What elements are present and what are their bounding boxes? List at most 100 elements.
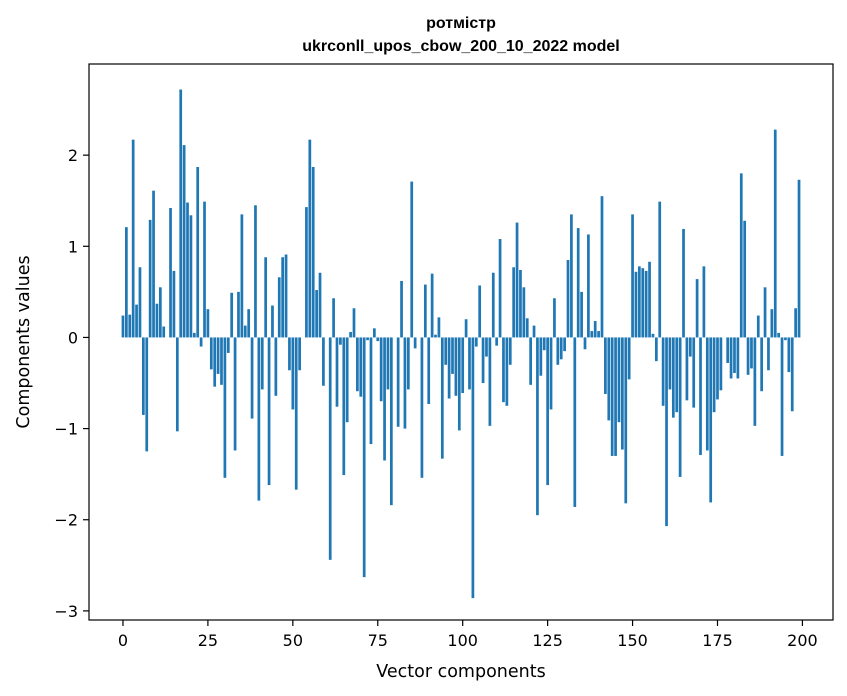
bar-74 [373, 328, 376, 338]
bar-193 [777, 332, 781, 338]
bar-18 [182, 145, 186, 338]
bar-70 [359, 337, 363, 397]
bar-133 [573, 337, 577, 507]
y-tick-label: −1 [54, 420, 78, 439]
bar-189 [763, 287, 767, 338]
bar-149 [627, 337, 631, 380]
bar-92 [434, 334, 437, 338]
bar-62 [332, 298, 335, 338]
bar-159 [661, 337, 665, 406]
bar-59 [322, 337, 325, 386]
bar-107 [485, 337, 488, 357]
bar-69 [356, 337, 359, 392]
bar-183 [743, 220, 747, 338]
bar-0 [121, 315, 125, 338]
bar-29 [220, 337, 223, 385]
bar-51 [294, 337, 298, 490]
bar-170 [699, 337, 702, 456]
bar-198 [794, 308, 797, 338]
bar-90 [427, 337, 431, 404]
y-tick-label: 1 [68, 237, 78, 256]
bar-143 [607, 337, 611, 421]
bar-178 [726, 337, 730, 363]
bar-11 [158, 287, 162, 338]
bar-162 [671, 337, 675, 418]
bar-103 [471, 337, 475, 599]
bar-186 [753, 337, 757, 426]
bar-83 [403, 337, 407, 429]
bar-146 [617, 337, 621, 423]
bar-47 [281, 257, 285, 338]
bar-36 [243, 325, 247, 338]
bar-32 [230, 292, 234, 338]
x-tick-label: 75 [368, 631, 388, 650]
bar-27 [213, 337, 217, 387]
bar-117 [519, 269, 522, 338]
bar-150 [631, 214, 634, 338]
bar-76 [379, 337, 383, 402]
bar-174 [712, 337, 716, 413]
bar-34 [237, 291, 240, 338]
x-tick-label: 150 [617, 631, 648, 650]
bar-119 [525, 318, 529, 338]
bar-147 [621, 337, 624, 450]
bar-176 [719, 337, 723, 391]
bar-182 [739, 173, 743, 338]
bar-68 [352, 308, 356, 338]
bar-2 [128, 314, 132, 338]
bar-165 [682, 228, 685, 338]
bar-116 [515, 222, 519, 338]
bar-126 [549, 337, 553, 410]
bar-132 [570, 214, 573, 338]
bar-195 [784, 337, 787, 341]
bar-95 [444, 337, 448, 365]
bar-33 [233, 337, 237, 451]
bar-171 [702, 266, 706, 338]
bar-35 [240, 214, 244, 338]
bar-4 [135, 304, 138, 338]
bar-72 [366, 337, 369, 341]
bar-137 [587, 234, 590, 338]
bar-37 [247, 309, 251, 338]
bar-66 [345, 337, 349, 423]
bar-23 [199, 337, 203, 347]
x-axis-label: Vector components [376, 662, 545, 682]
bar-153 [641, 268, 645, 338]
bar-14 [169, 208, 172, 338]
bar-128 [556, 337, 560, 365]
bar-55 [308, 139, 312, 338]
bar-148 [624, 337, 628, 504]
y-axis-ticks: −3 −2 −1 0 1 2 [54, 146, 89, 621]
bar-89 [423, 284, 427, 338]
bar-168 [692, 337, 696, 408]
bar-41 [260, 337, 264, 390]
bar-158 [658, 201, 662, 338]
bar-120 [529, 337, 533, 385]
bar-141 [600, 196, 604, 338]
bar-167 [688, 337, 692, 357]
bar-134 [576, 228, 580, 338]
bar-110 [495, 337, 499, 346]
bar-129 [559, 337, 563, 360]
bar-142 [604, 337, 607, 394]
bar-175 [716, 337, 719, 400]
bar-102 [468, 337, 471, 390]
bar-184 [746, 337, 750, 375]
bar-125 [546, 337, 549, 486]
bar-61 [328, 337, 332, 560]
bar-54 [305, 207, 308, 338]
bar-163 [675, 337, 679, 413]
bar-52 [298, 337, 301, 371]
bar-78 [386, 337, 390, 390]
bar-151 [634, 271, 638, 338]
bar-9 [152, 190, 155, 338]
bar-57 [315, 290, 318, 338]
bar-40 [257, 337, 261, 501]
bar-97 [451, 337, 454, 374]
bar-88 [420, 337, 424, 478]
bar-122 [536, 337, 539, 516]
bar-118 [522, 287, 526, 338]
bar-108 [488, 337, 492, 426]
bar-100 [461, 337, 465, 394]
